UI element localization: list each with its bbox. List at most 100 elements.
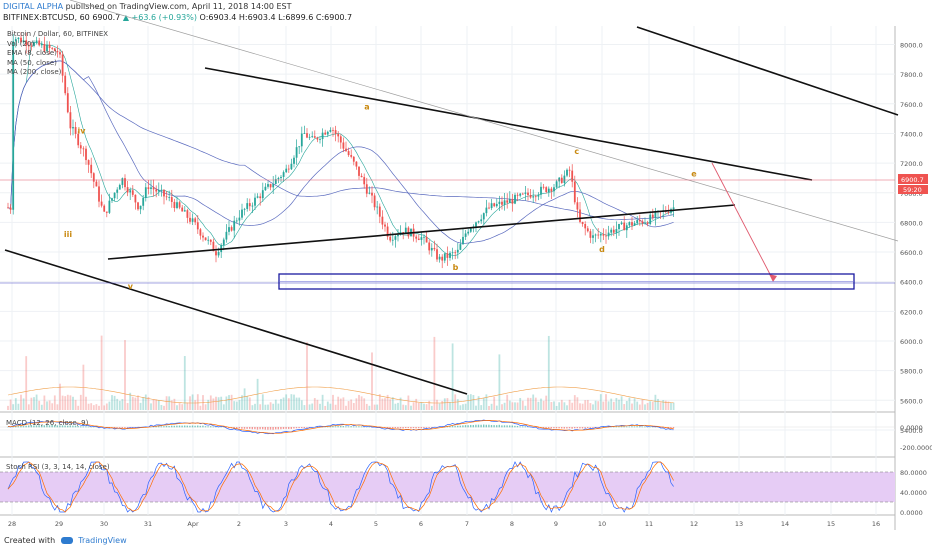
volume-ma-line (7, 386, 674, 404)
candle-body (532, 196, 535, 198)
volume-bar (550, 402, 553, 410)
candle-body (540, 186, 542, 195)
candle-body (212, 241, 215, 252)
candle-body (152, 187, 155, 190)
candle-body (594, 234, 597, 236)
volume-bar (233, 401, 236, 410)
volume-bar (329, 403, 332, 410)
ema-line (7, 41, 674, 257)
macd-histogram-bar (558, 427, 560, 429)
macd-histogram-bar (345, 426, 347, 428)
macd-histogram-bar (129, 427, 131, 428)
candle-body (527, 192, 529, 196)
candle-body (251, 205, 254, 207)
macd-histogram-bar (98, 427, 100, 428)
macd-histogram-bar (132, 427, 134, 428)
macd-histogram-bar (459, 425, 461, 428)
volume-bar (33, 397, 35, 410)
candle-body (618, 223, 620, 230)
volume-bar (534, 397, 537, 410)
candle-body (355, 161, 358, 167)
volume-bar (92, 405, 95, 410)
volume-bar (113, 395, 116, 410)
candle-body (178, 202, 181, 208)
volume-bar (144, 394, 147, 410)
candle-body (386, 226, 389, 237)
candle-body (235, 220, 238, 222)
volume-bar (519, 397, 522, 410)
candle-body (35, 40, 38, 43)
volume-bar (339, 398, 342, 410)
volume-bar (475, 405, 477, 410)
candle-body (316, 137, 319, 140)
macd-histogram-bar (126, 427, 129, 428)
macd-histogram-bar (631, 426, 633, 428)
candle-body (215, 251, 217, 256)
volume-bar (612, 401, 615, 410)
macd-histogram-bar (277, 427, 279, 430)
volume-bar (618, 399, 620, 410)
volume-bar (272, 403, 275, 410)
candle-body (534, 196, 537, 198)
macd-histogram-bar (85, 426, 87, 428)
price-tick-label: 5400.0 (900, 427, 923, 435)
price-tick-label: 6000.0 (900, 338, 923, 346)
macd-histogram-bar (334, 426, 337, 428)
candle-body (186, 210, 189, 218)
candle-body (274, 179, 277, 184)
time-tick-label: 2 (237, 520, 241, 528)
macd-histogram-bar (215, 426, 217, 428)
candle-body (40, 44, 43, 46)
candle-body (25, 40, 28, 46)
candle-body (485, 207, 488, 214)
candle-body (202, 235, 204, 238)
volume-bar (90, 403, 93, 410)
candle-body (360, 175, 363, 178)
indicator-legend: Bitcoin / Dollar, 60, BITFINEX Vol (20) … (7, 30, 108, 78)
volume-bar (59, 383, 61, 410)
volume-bar (311, 403, 314, 410)
macd-histogram-bar (399, 427, 402, 429)
volume-bar (165, 396, 168, 410)
volume-bar (150, 403, 152, 410)
candle-body (189, 217, 191, 222)
macd-histogram-bar (667, 427, 669, 428)
macd-histogram-bar (376, 427, 378, 428)
volume-bar (40, 404, 43, 410)
candle-body (225, 231, 228, 240)
candle-body (124, 178, 126, 188)
candle-body (407, 227, 410, 237)
macd-histogram-bar (155, 426, 157, 428)
candle-body (571, 170, 574, 182)
volume-bar (620, 396, 623, 410)
volume-bar (355, 398, 358, 410)
volume-bar (267, 404, 269, 410)
candle-body (545, 187, 548, 192)
macd-histogram-bar (264, 427, 266, 430)
macd-histogram-bar (496, 425, 498, 428)
price-tick-label: 5600.0 (900, 397, 923, 405)
author-name[interactable]: DIGITAL ALPHA (3, 2, 64, 11)
candle-body (469, 228, 472, 232)
tradingview-link[interactable]: TradingView (78, 536, 127, 545)
volume-bar (87, 403, 90, 410)
candle-body (482, 213, 485, 220)
candle-body (165, 196, 168, 198)
price-tick-label: 7200.0 (900, 160, 923, 168)
candle-body (254, 197, 256, 206)
candle-body (56, 51, 59, 53)
macd-histogram-bar (350, 426, 352, 428)
countdown-tag (898, 185, 928, 194)
volume-bar (285, 394, 288, 410)
candle-body (129, 190, 132, 193)
wave-label: d (599, 245, 605, 254)
candle-body (116, 189, 119, 193)
candle-body (589, 231, 592, 238)
candle-body (558, 177, 561, 182)
candle-body (22, 40, 25, 43)
stoch-tick-label: 40.0000 (900, 489, 927, 497)
volume-bar (456, 399, 459, 410)
volume-bar (664, 400, 667, 410)
volume-bar (501, 404, 503, 410)
